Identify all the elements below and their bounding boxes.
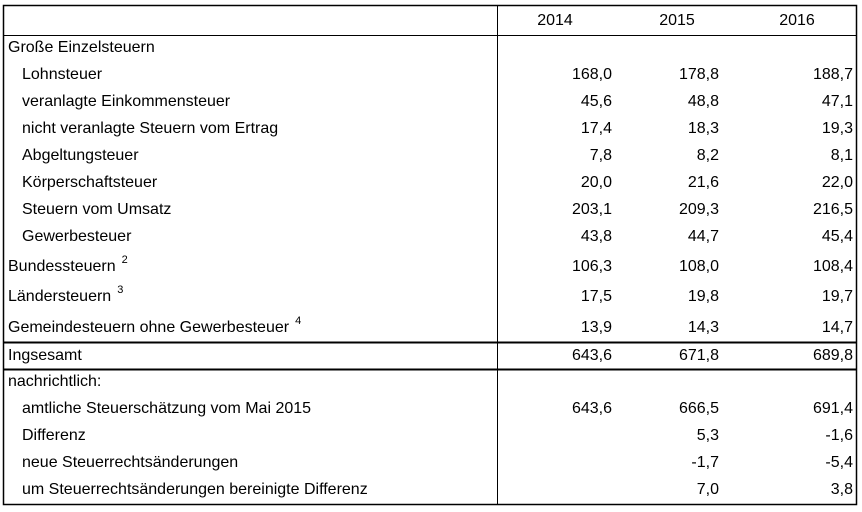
cell-value: 45,6 xyxy=(581,93,612,110)
row-label: Große Einzelsteuern xyxy=(8,39,155,56)
row-label: Körperschaftsteuer xyxy=(22,174,158,191)
row-label: Ländersteuern 3 xyxy=(8,284,123,305)
row-label-text: Gewerbesteuer xyxy=(22,228,132,245)
cell-value: 22,0 xyxy=(822,174,853,191)
row-label: Bundessteuern 2 xyxy=(8,254,128,275)
cell-value: 20,0 xyxy=(581,174,612,191)
footnote-marker: 3 xyxy=(117,284,123,296)
cell-value: 17,4 xyxy=(581,120,612,137)
row-label: Gewerbesteuer xyxy=(22,228,132,245)
table-border xyxy=(2,4,858,506)
cell-value: 689,8 xyxy=(813,347,853,364)
row-label: um Steuerrechtsänderungen bereinigte Dif… xyxy=(22,481,368,498)
row-label: Abgeltungsteuer xyxy=(22,147,139,164)
cell-value: 209,3 xyxy=(679,201,719,218)
row-label: Ingsesamt xyxy=(8,347,82,364)
row-label: Lohnsteuer xyxy=(22,66,103,83)
cell-value: 691,4 xyxy=(813,400,853,417)
cell-value: 108,0 xyxy=(679,258,719,275)
row-label-text: um Steuerrechtsänderungen bereinigte Dif… xyxy=(22,481,368,498)
cell-value: 48,8 xyxy=(688,93,719,110)
row-label: Differenz xyxy=(22,427,86,444)
row-label-text: veranlagte Einkommensteuer xyxy=(22,93,231,110)
cell-value: 19,8 xyxy=(688,288,719,305)
row-label-text: Bundessteuern xyxy=(8,258,116,275)
column-header: 2014 xyxy=(537,12,573,29)
row-label-text: Abgeltungsteuer xyxy=(22,147,139,164)
footnote-marker: 2 xyxy=(122,254,128,266)
column-header: 2016 xyxy=(779,12,815,29)
cell-value: 47,1 xyxy=(822,93,853,110)
cell-value: 21,6 xyxy=(688,174,719,191)
cell-value: 108,4 xyxy=(813,258,853,275)
cell-value: 671,8 xyxy=(679,347,719,364)
cell-value: 8,1 xyxy=(831,147,853,164)
cell-value: 13,9 xyxy=(581,319,612,336)
row-label-text: neue Steuerrechtsänderungen xyxy=(22,454,238,471)
row-label: neue Steuerrechtsänderungen xyxy=(22,454,238,471)
cell-value: 14,3 xyxy=(688,319,719,336)
cell-value: 5,3 xyxy=(697,427,719,444)
row-label-text: nicht veranlagte Steuern vom Ertrag xyxy=(22,120,278,137)
cell-value: 3,8 xyxy=(831,481,853,498)
row-label-text: Gemeindesteuern ohne Gewerbesteuer xyxy=(8,319,290,336)
row-label: nachrichtlich: xyxy=(8,373,101,390)
cell-value: 19,7 xyxy=(822,288,853,305)
cell-value: -1,6 xyxy=(825,427,853,444)
row-label-text: amtliche Steuerschätzung vom Mai 2015 xyxy=(22,400,311,417)
cell-value: -1,7 xyxy=(691,454,719,471)
cell-value: 188,7 xyxy=(813,66,853,83)
cell-value: 643,6 xyxy=(572,400,612,417)
row-label-text: Ingsesamt xyxy=(8,347,82,364)
row-label-text: Körperschaftsteuer xyxy=(22,174,158,191)
row-label-text: Lohnsteuer xyxy=(22,66,103,83)
cell-value: 8,2 xyxy=(697,147,719,164)
cell-value: 7,8 xyxy=(590,147,612,164)
cell-value: 106,3 xyxy=(572,258,612,275)
footnote-marker: 4 xyxy=(295,315,301,327)
row-label: nicht veranlagte Steuern vom Ertrag xyxy=(22,120,278,137)
row-label: veranlagte Einkommensteuer xyxy=(22,93,231,110)
cell-value: -5,4 xyxy=(825,454,853,471)
row-label-text: Differenz xyxy=(22,427,86,444)
row-label: amtliche Steuerschätzung vom Mai 2015 xyxy=(22,400,311,417)
cell-value: 168,0 xyxy=(572,66,612,83)
row-label-text: Steuern vom Umsatz xyxy=(22,201,171,218)
cell-value: 666,5 xyxy=(679,400,719,417)
cell-value: 19,3 xyxy=(822,120,853,137)
cell-value: 44,7 xyxy=(688,228,719,245)
cell-value: 178,8 xyxy=(679,66,719,83)
cell-value: 203,1 xyxy=(572,201,612,218)
column-header: 2015 xyxy=(659,12,695,29)
cell-value: 7,0 xyxy=(697,481,719,498)
cell-value: 17,5 xyxy=(581,288,612,305)
cell-value: 643,6 xyxy=(572,347,612,364)
cell-value: 18,3 xyxy=(688,120,719,137)
row-label: Gemeindesteuern ohne Gewerbesteuer 4 xyxy=(8,315,301,336)
cell-value: 43,8 xyxy=(581,228,612,245)
cell-value: 45,4 xyxy=(822,228,853,245)
row-label-text: Große Einzelsteuern xyxy=(8,39,155,56)
cell-value: 14,7 xyxy=(822,319,853,336)
cell-value: 216,5 xyxy=(813,201,853,218)
row-label-text: Ländersteuern xyxy=(8,288,111,305)
row-label: Steuern vom Umsatz xyxy=(22,201,171,218)
row-label-text: nachrichtlich: xyxy=(8,373,101,390)
